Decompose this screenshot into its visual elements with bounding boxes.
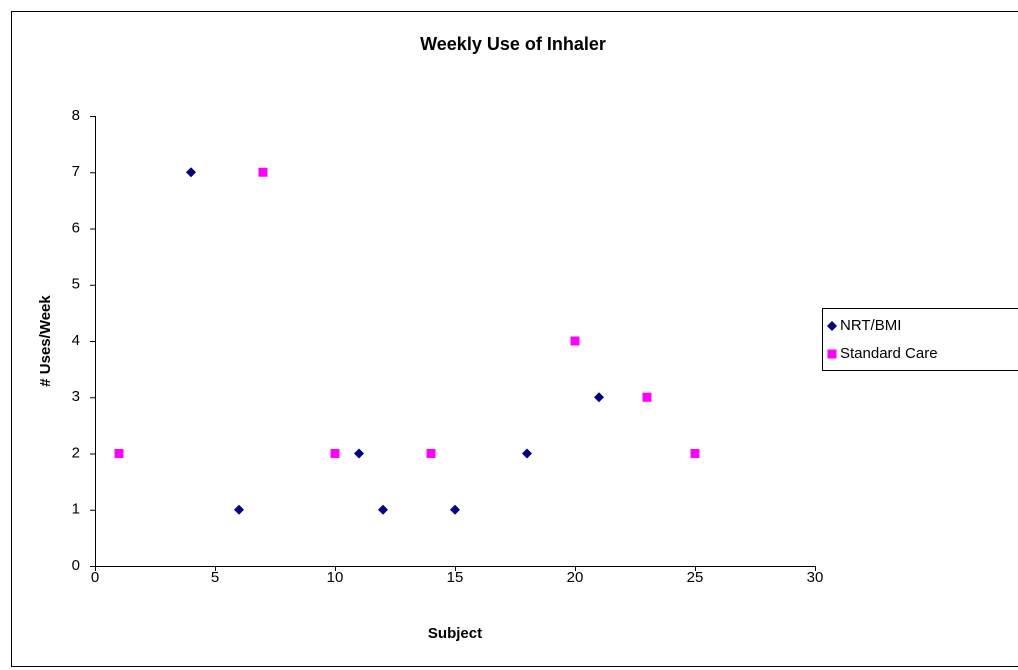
marker-diamond	[378, 504, 388, 515]
marker-square	[570, 336, 580, 346]
y-tick-label: 2	[72, 444, 80, 461]
marker-diamond	[827, 321, 837, 331]
marker-square	[114, 449, 124, 458]
y-tick-label: 4	[72, 332, 80, 349]
marker-square	[690, 449, 700, 458]
chart-title: Weekly Use of Inhaler	[420, 34, 606, 54]
x-tick-label: 15	[447, 569, 464, 586]
marker-diamond	[450, 504, 460, 515]
marker-square	[330, 449, 340, 458]
marker-square	[426, 449, 436, 458]
marker-diamond	[186, 167, 196, 178]
marker-diamond	[522, 448, 532, 459]
y-tick-label: 3	[72, 388, 80, 405]
x-tick-label: 0	[91, 569, 99, 586]
marker-square	[642, 392, 652, 402]
x-axis-label: Subject	[428, 625, 482, 642]
legend-box	[822, 308, 1018, 371]
legend-label: NRT/BMI	[840, 317, 901, 334]
marker-diamond	[354, 448, 364, 459]
marker-diamond	[594, 392, 604, 403]
y-tick-label: 0	[72, 557, 80, 574]
y-tick-label: 1	[72, 501, 80, 518]
x-tick-label: 25	[687, 569, 704, 586]
y-tick-label: 8	[72, 107, 80, 124]
x-tick-label: 30	[807, 569, 824, 586]
marker-diamond	[234, 504, 244, 515]
y-tick-label: 5	[72, 276, 80, 293]
y-tick-label: 7	[72, 163, 80, 180]
y-axis-label: # Uses/Week	[37, 295, 54, 387]
x-tick-label: 10	[327, 569, 344, 586]
marker-square	[827, 349, 837, 359]
x-tick-label: 5	[211, 569, 219, 586]
y-tick-label: 6	[72, 219, 80, 236]
legend-label: Standard Care	[840, 345, 938, 362]
marker-square	[258, 167, 268, 177]
x-tick-label: 20	[567, 569, 584, 586]
